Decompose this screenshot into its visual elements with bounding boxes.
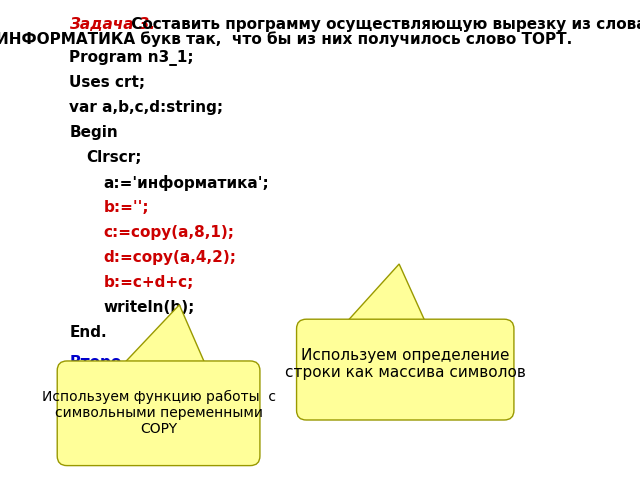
Text: Program n3_1;: Program n3_1; bbox=[69, 50, 194, 66]
Text: Составить программу осуществляющую вырезку из слова: Составить программу осуществляющую вырез… bbox=[125, 17, 640, 32]
Text: Второ...: Второ... bbox=[69, 355, 138, 370]
Text: Begin: Begin bbox=[69, 125, 118, 140]
Text: c:=copy(a,8,1);: c:=copy(a,8,1); bbox=[104, 225, 235, 240]
Text: var a,b,c,d:string;: var a,b,c,d:string; bbox=[69, 100, 223, 115]
Polygon shape bbox=[340, 264, 428, 329]
Text: Uses crt;: Uses crt; bbox=[69, 75, 145, 90]
Text: a:='информатика';: a:='информатика'; bbox=[104, 175, 269, 191]
Text: d:=copy(a,4,2);: d:=copy(a,4,2); bbox=[104, 250, 237, 265]
Polygon shape bbox=[116, 305, 209, 372]
Text: End.: End. bbox=[69, 325, 107, 340]
FancyBboxPatch shape bbox=[296, 319, 514, 420]
Text: ИНФОРМАТИКА букв так,  что бы из них получилось слово ТОРТ.: ИНФОРМАТИКА букв так, что бы из них полу… bbox=[0, 31, 572, 47]
FancyBboxPatch shape bbox=[57, 361, 260, 466]
Text: Uses crt;: Uses crt; bbox=[69, 401, 145, 416]
Text: Program n3_2;: Program n3_2; bbox=[69, 376, 195, 392]
Text: writeln(b);: writeln(b); bbox=[104, 300, 195, 315]
Text: b:='';: b:=''; bbox=[104, 200, 149, 215]
Text: b:=c+d+c;: b:=c+d+c; bbox=[104, 275, 194, 290]
Text: Используем определение
строки как массива символов: Используем определение строки как массив… bbox=[285, 348, 526, 380]
Text: Задача 3.: Задача 3. bbox=[69, 17, 156, 32]
Text: Используем функцию работы  с
символьными переменными
COPY: Используем функцию работы с символьными … bbox=[42, 390, 276, 436]
Text: Clrscr;: Clrscr; bbox=[86, 150, 142, 165]
